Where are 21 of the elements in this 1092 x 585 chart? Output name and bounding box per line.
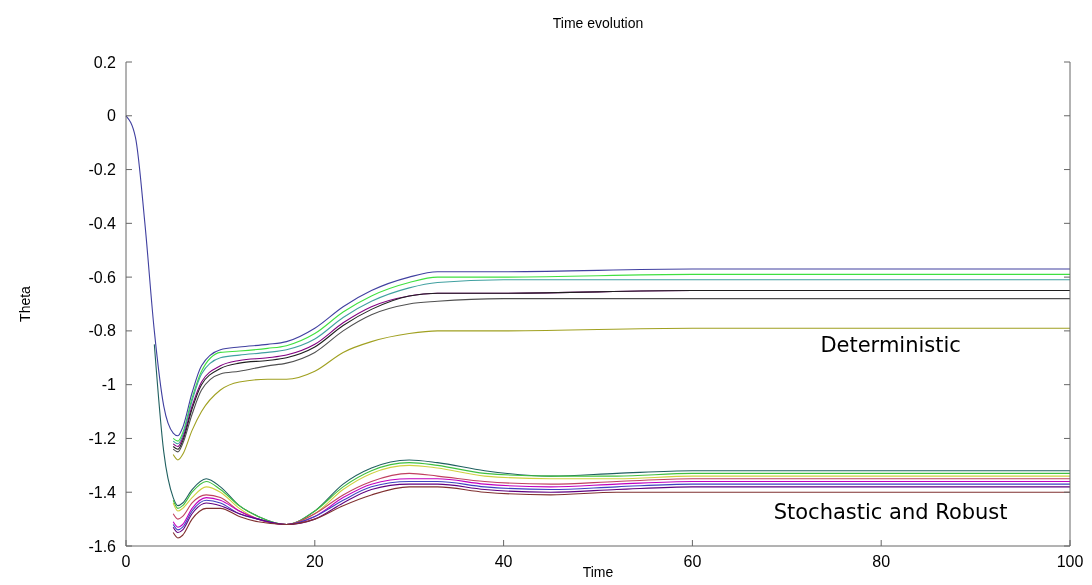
annotation: Deterministic xyxy=(820,333,961,358)
x-tick-label: 80 xyxy=(872,553,891,570)
y-tick-label: -0.8 xyxy=(88,322,117,340)
y-tick-label: 0 xyxy=(107,107,117,125)
chart-title: Time evolution xyxy=(552,15,644,31)
annotation: Stochastic and Robust xyxy=(773,500,1008,525)
y-tick-label: -0.6 xyxy=(88,268,117,286)
x-tick-label: 20 xyxy=(305,553,324,570)
y-tick-label: -1.2 xyxy=(88,430,117,448)
y-tick-label: -1 xyxy=(101,376,117,394)
y-tick-label: -1.6 xyxy=(88,537,117,555)
y-axis-title: Theta xyxy=(17,285,33,322)
x-axis-title: Time xyxy=(582,564,614,580)
x-tick-label: 40 xyxy=(494,553,513,570)
x-tick-label: 100 xyxy=(1056,553,1084,570)
y-tick-label: -0.2 xyxy=(88,161,117,179)
y-tick-label: 0.2 xyxy=(93,53,117,71)
x-tick-label: 60 xyxy=(683,553,702,570)
y-tick-label: -0.4 xyxy=(88,214,117,232)
x-tick-label: 0 xyxy=(121,553,131,570)
y-tick-label: -1.4 xyxy=(88,483,117,501)
